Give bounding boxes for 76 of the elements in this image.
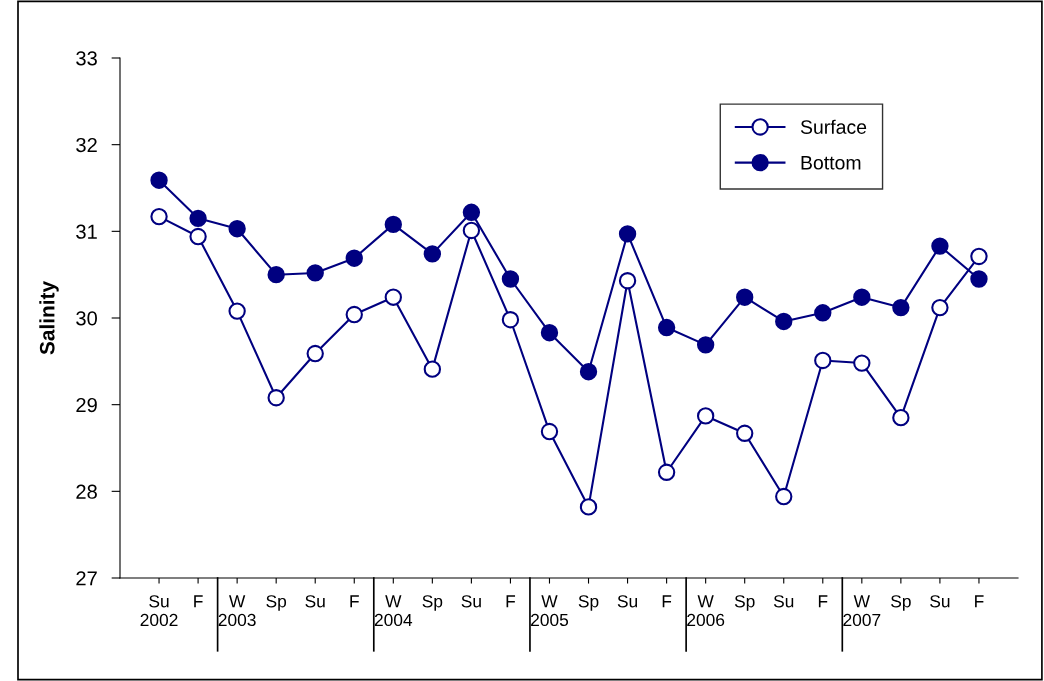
point [306, 344, 324, 363]
x-tick-label: Su 2002 [140, 595, 178, 627]
point [696, 336, 715, 354]
point [384, 288, 402, 306]
x-tick-label: W 2003 [218, 595, 256, 627]
point [345, 305, 363, 324]
point [501, 270, 520, 288]
point [892, 298, 910, 317]
point [150, 207, 168, 226]
x-tick-label: W 2005 [531, 595, 569, 627]
x-tick-label: F [194, 595, 203, 608]
x-tick-label: W 2007 [843, 595, 881, 627]
x-tick-label: F [818, 595, 828, 608]
legend-label: Bottom [801, 156, 861, 170]
y-tick-label: 27 [76, 571, 97, 586]
point [228, 302, 246, 320]
point [189, 227, 207, 246]
y-tick-label: 30 [76, 311, 97, 326]
x-tick-label: W 2004 [374, 595, 413, 627]
point [579, 363, 598, 381]
y-tick-label: 31 [76, 224, 97, 239]
point [423, 245, 442, 263]
x-tick-label: Sp [422, 595, 443, 611]
x-tick-label: Su [930, 595, 950, 608]
point [267, 389, 285, 407]
point [775, 312, 793, 331]
point [150, 171, 168, 189]
x-tick-label: F [506, 595, 516, 608]
point [892, 408, 910, 427]
point [540, 324, 559, 342]
point [853, 288, 871, 306]
point [970, 247, 988, 266]
x-tick-label: F [975, 595, 984, 608]
point [345, 249, 363, 267]
x-tick-label: Sp [891, 595, 911, 611]
point [462, 203, 481, 221]
x-tick-label: F [350, 595, 359, 608]
point [228, 220, 246, 238]
point [657, 463, 676, 481]
x-tick-label: Sp [734, 595, 755, 611]
point [931, 298, 949, 317]
point [814, 351, 832, 370]
point [501, 311, 520, 329]
point [814, 304, 832, 322]
x-tick-label: Su [773, 595, 794, 608]
y-tick-label: 33 [76, 51, 97, 66]
x-tick-label: W 2006 [687, 595, 725, 627]
y-tick-label: 32 [76, 137, 97, 153]
legend-label: Surface [800, 119, 867, 134]
point [736, 288, 754, 306]
point [736, 424, 754, 442]
point [853, 354, 871, 372]
x-tick-label: Su [461, 595, 481, 608]
point [657, 318, 676, 337]
point [696, 407, 715, 425]
x-tick-label: Sp [266, 595, 287, 611]
x-tick-label: F [662, 595, 672, 608]
point [775, 487, 793, 506]
x-tick-label: Sp [578, 595, 599, 611]
point [384, 215, 402, 234]
point [970, 270, 988, 288]
point [423, 360, 442, 378]
x-tick-label: Su [305, 595, 325, 608]
point [540, 422, 559, 441]
y-tick-label: 29 [76, 397, 97, 413]
point [579, 498, 598, 516]
point [267, 265, 285, 284]
y-tick-label: 28 [76, 484, 97, 499]
point [189, 209, 207, 228]
x-tick-label: Su [617, 595, 638, 608]
y-axis-title: Salinity [39, 281, 59, 355]
point [306, 264, 324, 282]
point [462, 221, 481, 240]
point [618, 272, 637, 290]
point [931, 237, 949, 255]
point [618, 225, 637, 243]
